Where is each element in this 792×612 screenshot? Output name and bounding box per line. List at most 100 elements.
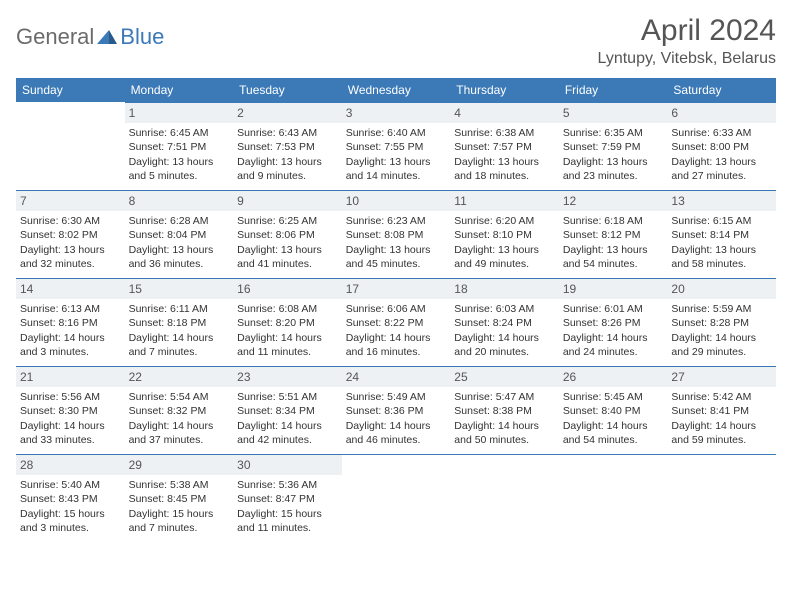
sunset-text: Sunset: 8:24 PM [454, 316, 555, 330]
calendar-cell: 6Sunrise: 6:33 AMSunset: 8:00 PMDaylight… [667, 102, 776, 190]
daylight-text: Daylight: 15 hours and 3 minutes. [20, 507, 121, 535]
sunset-text: Sunset: 7:53 PM [237, 140, 338, 154]
date-number: 25 [450, 367, 559, 387]
date-number: 1 [125, 103, 234, 123]
calendar-cell: 11Sunrise: 6:20 AMSunset: 8:10 PMDayligh… [450, 190, 559, 278]
date-number: 14 [16, 279, 125, 299]
day-header: Sunday [16, 78, 125, 102]
daylight-text: Daylight: 14 hours and 20 minutes. [454, 331, 555, 359]
day-header: Wednesday [342, 78, 451, 102]
sunset-text: Sunset: 7:55 PM [346, 140, 447, 154]
sunrise-text: Sunrise: 5:42 AM [671, 390, 772, 404]
date-number: 9 [233, 191, 342, 211]
calendar-cell: 30 Sunrise: 5:36 AMSunset: 8:47 PMDayligh… [233, 454, 342, 542]
sunset-text: Sunset: 8:40 PM [563, 404, 664, 418]
calendar-cell: 12Sunrise: 6:18 AMSunset: 8:12 PMDayligh… [559, 190, 668, 278]
sunrise-text: Sunrise: 6:38 AM [454, 126, 555, 140]
calendar-cell: 10Sunrise: 6:23 AMSunset: 8:08 PMDayligh… [342, 190, 451, 278]
calendar-cell: 26Sunrise: 5:45 AMSunset: 8:40 PMDayligh… [559, 366, 668, 454]
calendar-cell: 24Sunrise: 5:49 AMSunset: 8:36 PMDayligh… [342, 366, 451, 454]
date-number: 20 [667, 279, 776, 299]
calendar-cell: 18 Sunrise: 6:03 AMSunset: 8:24 PMDayligh… [450, 278, 559, 366]
sunset-text: Sunset: 8:34 PM [237, 404, 338, 418]
daylight-text: Daylight: 15 hours and 7 minutes. [129, 507, 230, 535]
sunset-text: Sunset: 8:20 PM [237, 316, 338, 330]
daylight-text: Daylight: 14 hours and 16 minutes. [346, 331, 447, 359]
logo-triangle-icon [96, 28, 118, 46]
sunset-text: Sunset: 8:02 PM [20, 228, 121, 242]
daylight-text: Daylight: 14 hours and 29 minutes. [671, 331, 772, 359]
sunrise-text: Sunrise: 6:08 AM [237, 302, 338, 316]
date-number: 16 [233, 279, 342, 299]
daylight-text: Daylight: 13 hours and 41 minutes. [237, 243, 338, 271]
date-number: 30 [233, 455, 342, 475]
daylight-text: Daylight: 14 hours and 37 minutes. [129, 419, 230, 447]
sunset-text: Sunset: 8:47 PM [237, 492, 338, 506]
sunrise-text: Sunrise: 5:51 AM [237, 390, 338, 404]
sunrise-text: Sunrise: 6:03 AM [454, 302, 555, 316]
calendar-cell: 4Sunrise: 6:38 AMSunset: 7:57 PMDaylight… [450, 102, 559, 190]
calendar-cell: 8Sunrise: 6:28 AMSunset: 8:04 PMDaylight… [125, 190, 234, 278]
calendar-cell [450, 454, 559, 542]
date-number: 18 [450, 279, 559, 299]
sunrise-text: Sunrise: 6:30 AM [20, 214, 121, 228]
sunset-text: Sunset: 8:06 PM [237, 228, 338, 242]
calendar-cell [342, 454, 451, 542]
sunrise-text: Sunrise: 6:45 AM [129, 126, 230, 140]
daylight-text: Daylight: 13 hours and 32 minutes. [20, 243, 121, 271]
daylight-text: Daylight: 14 hours and 7 minutes. [129, 331, 230, 359]
sunset-text: Sunset: 8:26 PM [563, 316, 664, 330]
calendar-cell: 16Sunrise: 6:08 AMSunset: 8:20 PMDayligh… [233, 278, 342, 366]
sunrise-text: Sunrise: 5:49 AM [346, 390, 447, 404]
sunrise-text: Sunrise: 6:33 AM [671, 126, 772, 140]
calendar-cell: 7Sunrise: 6:30 AMSunset: 8:02 PMDaylight… [16, 190, 125, 278]
sunset-text: Sunset: 8:12 PM [563, 228, 664, 242]
calendar-cell: 28Sunrise: 5:40 AMSunset: 8:43 PMDayligh… [16, 454, 125, 542]
day-header: Friday [559, 78, 668, 102]
sunrise-text: Sunrise: 5:38 AM [129, 478, 230, 492]
date-number: 6 [667, 103, 776, 123]
sunrise-text: Sunrise: 6:25 AM [237, 214, 338, 228]
sunset-text: Sunset: 8:41 PM [671, 404, 772, 418]
sunset-text: Sunset: 8:10 PM [454, 228, 555, 242]
daylight-text: Daylight: 14 hours and 59 minutes. [671, 419, 772, 447]
sunrise-text: Sunrise: 6:06 AM [346, 302, 447, 316]
sunset-text: Sunset: 8:16 PM [20, 316, 121, 330]
sunset-text: Sunset: 8:22 PM [346, 316, 447, 330]
calendar-cell: 1 Sunrise: 6:45 AMSunset: 7:51 PMDaylight… [125, 102, 234, 190]
calendar-cell [667, 454, 776, 542]
daylight-text: Daylight: 13 hours and 45 minutes. [346, 243, 447, 271]
daylight-text: Daylight: 14 hours and 42 minutes. [237, 419, 338, 447]
sunrise-text: Sunrise: 6:13 AM [20, 302, 121, 316]
sunrise-text: Sunrise: 5:45 AM [563, 390, 664, 404]
daylight-text: Daylight: 13 hours and 9 minutes. [237, 155, 338, 183]
calendar-cell: 27Sunrise: 5:42 AMSunset: 8:41 PMDayligh… [667, 366, 776, 454]
date-number: 10 [342, 191, 451, 211]
title-block: April 2024 Lyntupy, Vitebsk, Belarus [598, 14, 776, 68]
calendar-grid: SundayMondayTuesdayWednesdayThursdayFrid… [16, 78, 776, 542]
sunrise-text: Sunrise: 6:20 AM [454, 214, 555, 228]
sunset-text: Sunset: 7:57 PM [454, 140, 555, 154]
calendar-cell: 17Sunrise: 6:06 AMSunset: 8:22 PMDayligh… [342, 278, 451, 366]
calendar-cell [559, 454, 668, 542]
location-text: Lyntupy, Vitebsk, Belarus [598, 50, 776, 68]
date-number: 29 [125, 455, 234, 475]
day-header: Tuesday [233, 78, 342, 102]
sunrise-text: Sunrise: 6:28 AM [129, 214, 230, 228]
sunset-text: Sunset: 7:59 PM [563, 140, 664, 154]
daylight-text: Daylight: 13 hours and 5 minutes. [129, 155, 230, 183]
sunset-text: Sunset: 8:45 PM [129, 492, 230, 506]
sunrise-text: Sunrise: 5:36 AM [237, 478, 338, 492]
sunrise-text: Sunrise: 6:35 AM [563, 126, 664, 140]
sunrise-text: Sunrise: 5:40 AM [20, 478, 121, 492]
date-number: 2 [233, 103, 342, 123]
calendar-cell: 29 Sunrise: 5:38 AMSunset: 8:45 PMDayligh… [125, 454, 234, 542]
daylight-text: Daylight: 13 hours and 23 minutes. [563, 155, 664, 183]
calendar-cell: 25Sunrise: 5:47 AMSunset: 8:38 PMDayligh… [450, 366, 559, 454]
sunset-text: Sunset: 8:43 PM [20, 492, 121, 506]
sunset-text: Sunset: 7:51 PM [129, 140, 230, 154]
daylight-text: Daylight: 15 hours and 11 minutes. [237, 507, 338, 535]
daylight-text: Daylight: 14 hours and 46 minutes. [346, 419, 447, 447]
sunrise-text: Sunrise: 6:11 AM [129, 302, 230, 316]
daylight-text: Daylight: 14 hours and 24 minutes. [563, 331, 664, 359]
